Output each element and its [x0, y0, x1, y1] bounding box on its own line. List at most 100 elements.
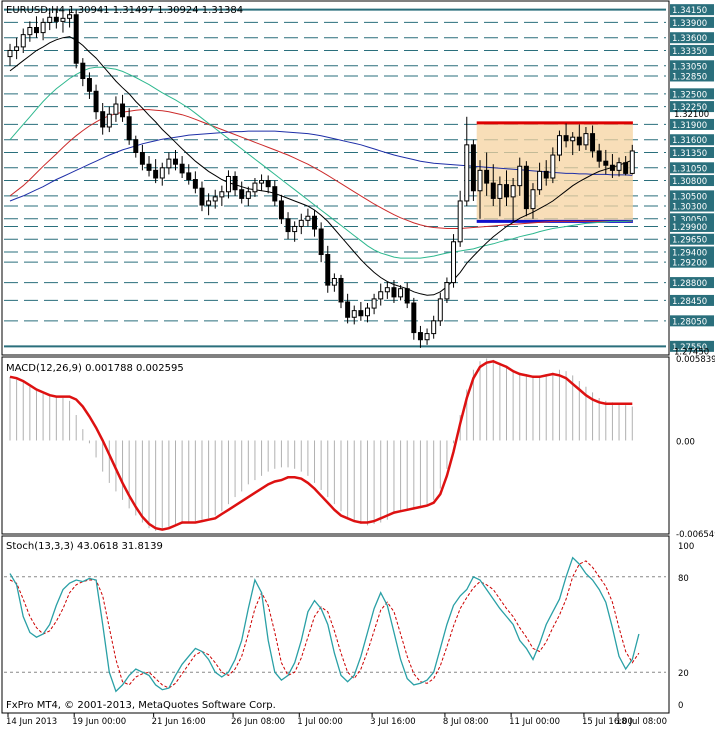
candle-bull: [206, 200, 212, 206]
candle-bear: [285, 218, 291, 233]
candle-bull: [477, 169, 483, 192]
candle-bull: [166, 158, 172, 169]
stoch-axis-labels: 100 80 20 0: [678, 542, 694, 711]
price-axis-labels: 1.34150 1.33900 1.33600 1.33350 1.330501.328…: [670, 4, 714, 357]
time-label: 26 Jun 08:00: [231, 717, 285, 727]
candle-bear: [179, 163, 185, 174]
candle-bull: [464, 144, 470, 202]
price-level-label: 1.29900: [672, 223, 707, 233]
candle-bear: [345, 301, 351, 318]
candle-bull: [20, 34, 26, 48]
candle-bear: [53, 16, 59, 22]
time-label: 14 Jun 2013: [6, 717, 57, 727]
price-level-label: 1.27550: [672, 343, 707, 353]
candle-bear: [609, 164, 615, 171]
price-level-label: 1.29650: [672, 236, 707, 246]
price-axis-label: 1.27450: [674, 347, 709, 357]
candle-bear: [139, 151, 145, 165]
price-level-label: 1.28800: [672, 279, 707, 289]
price-level-tag: [670, 134, 714, 146]
time-axis-labels: 14 Jun 2013 19 Jun 00:00 21 Jun 16:00 26 Ju…: [6, 713, 667, 727]
price-level-tag: [670, 277, 714, 289]
candle-bear: [504, 184, 509, 198]
candle-bull: [437, 298, 443, 322]
candle-bull: [27, 27, 33, 36]
candle-bull: [364, 307, 370, 317]
price-level-tag: [670, 146, 714, 158]
candle-bear: [265, 180, 271, 188]
stoch-tick-label: 0: [678, 701, 683, 711]
candle-bear: [153, 169, 159, 179]
candle-bear: [411, 302, 417, 334]
stoch-signal-line: [9, 560, 640, 689]
candle-bull: [298, 219, 304, 227]
candle-bear: [239, 189, 245, 199]
candle-bull: [510, 185, 516, 198]
candle-bull: [351, 310, 357, 318]
macd-histogram: [9, 358, 633, 532]
macd-tick-label: 0.005839: [676, 355, 715, 365]
candle-bull: [398, 288, 404, 298]
time-label: 11 Jul 00:00: [509, 717, 560, 727]
candle-bear: [470, 144, 476, 192]
candle-bear: [358, 310, 364, 317]
candle-bull: [14, 46, 20, 51]
candle-bull: [378, 291, 384, 300]
macd-tick-label: -0.006549: [676, 530, 715, 540]
stoch-tick-label: 100: [678, 542, 694, 552]
price-level-tag: [670, 175, 714, 187]
price-level-label: 1.29200: [672, 259, 707, 269]
time-label: 21 Jun 16:00: [152, 717, 206, 727]
price-level-label: 1.31600: [672, 136, 707, 146]
candle-bull: [106, 113, 112, 128]
macd-pane-frame: [1, 356, 670, 535]
candle-bear: [623, 162, 629, 174]
copyright-footer: FxPro MT4, © 2001-2013, MetaQuotes Softw…: [6, 700, 276, 711]
time-label: 1 Jul 00:00: [297, 717, 343, 727]
candle-bull: [60, 17, 66, 22]
price-level-label: 1.29400: [672, 248, 707, 258]
price-level-tag: [670, 4, 714, 16]
candle-bear: [325, 254, 331, 286]
candle-bear: [232, 175, 238, 191]
price-level-tag: [670, 340, 714, 352]
stoch-level-lines: [4, 576, 666, 673]
price-level-tag: [670, 44, 714, 56]
candle-bull: [7, 49, 13, 58]
candle-bear: [192, 179, 198, 189]
candle-bull: [259, 180, 265, 184]
price-level-tag: [670, 256, 714, 268]
candle-bear: [173, 158, 178, 165]
candle-bear: [100, 111, 106, 128]
price-level-label: 1.30050: [672, 215, 707, 225]
price-level-label: 1.30500: [672, 192, 707, 202]
candle-bull: [305, 215, 311, 221]
ma-green-line: [9, 66, 633, 259]
macd-axis-labels: 0.005839 0.00 -0.006549: [676, 355, 715, 540]
price-level-tag: [670, 294, 714, 306]
candle-bear: [199, 187, 205, 206]
price-level-tag: [670, 60, 714, 72]
candle-bull: [40, 21, 46, 34]
price-level-label: 1.32250: [672, 103, 707, 113]
candle-bull: [424, 333, 430, 341]
candle-bear: [33, 27, 39, 34]
candle-bull: [629, 150, 635, 174]
price-level-tag: [670, 213, 714, 225]
candle-bull: [159, 167, 165, 179]
stoch-tick-label: 20: [678, 669, 689, 679]
macd-tick-label: 0.00: [676, 437, 695, 447]
price-level-tag: [670, 16, 714, 28]
candle-bull: [517, 165, 523, 187]
stoch-title: Stoch(13,3,3) 43.0618 31.8139: [6, 541, 163, 552]
stoch-pane-frame: [1, 535, 670, 714]
time-label: 18 Jul 08:00: [616, 717, 667, 727]
candle-bear: [563, 135, 569, 142]
macd-title: MACD(12,26,9) 0.001788 0.002595: [6, 363, 184, 374]
candle-bull: [550, 154, 556, 179]
price-level-label: 1.33350: [672, 47, 707, 57]
candle-bull: [245, 191, 251, 199]
price-level-tag: [670, 32, 714, 44]
